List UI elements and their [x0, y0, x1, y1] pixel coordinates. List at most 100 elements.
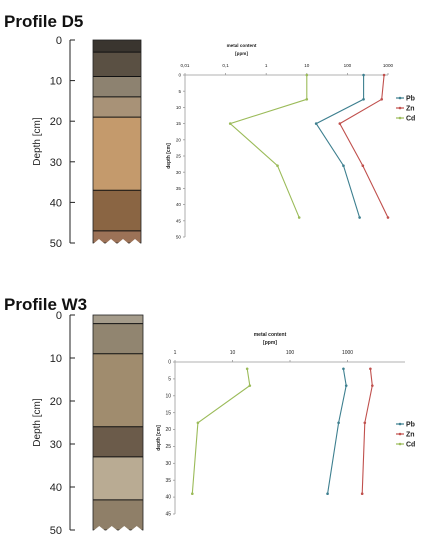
x-tick-label: 0,1 — [222, 63, 229, 68]
soil-layer — [93, 76, 141, 97]
x-tick-label: 1000 — [342, 350, 353, 356]
data-point-cd — [297, 216, 301, 219]
legend-label-pb: Pb — [406, 95, 415, 102]
y-tick-label: 0 — [168, 360, 171, 366]
y-tick-label: 35 — [176, 186, 182, 191]
soil-layer — [93, 52, 141, 77]
y-tick-label: 5 — [178, 89, 181, 94]
data-point-cd — [305, 73, 309, 77]
data-point-pb — [358, 216, 361, 219]
core-tick-label: 10 — [50, 76, 62, 88]
x-axis-title: metal content — [254, 332, 287, 338]
y-tick-label: 40 — [176, 202, 182, 207]
x-tick-label: 10 — [304, 63, 310, 68]
profile-title: Profile W3 — [4, 295, 88, 314]
y-tick-label: 20 — [165, 427, 171, 433]
y-axis-title: depth [cm] — [166, 143, 172, 169]
series-line-cd — [191, 368, 251, 494]
core-tick-label: 30 — [50, 157, 62, 169]
core-tick-label: 40 — [50, 482, 62, 494]
data-point-zn — [382, 73, 386, 77]
soil-layer — [93, 96, 141, 118]
soil-layer — [93, 499, 143, 530]
y-tick-label: 15 — [165, 410, 171, 416]
x-tick-label: 100 — [286, 350, 295, 356]
legend-marker-cd — [398, 442, 402, 446]
data-point-zn — [386, 216, 390, 219]
core-tick-label: 30 — [50, 439, 62, 451]
y-tick-label: 10 — [176, 105, 182, 110]
core-tick-label: 50 — [50, 525, 62, 537]
core-tick-label: 0 — [56, 35, 62, 47]
y-tick-label: 5 — [168, 376, 171, 382]
y-tick-label: 50 — [176, 235, 182, 240]
legend-marker-pb — [398, 422, 402, 426]
soil-layer — [93, 190, 141, 231]
core-tick-label: 20 — [50, 396, 62, 408]
data-point-zn — [361, 164, 365, 168]
data-point-zn — [380, 98, 384, 101]
series-line-pb — [327, 368, 347, 494]
y-axis-title: depth [cm] — [156, 425, 162, 451]
legend-marker-zn — [398, 432, 402, 436]
data-point-zn — [360, 492, 364, 496]
data-point-pb — [344, 384, 348, 387]
core-tick-label: 40 — [50, 197, 62, 209]
core-torn-edge — [93, 526, 143, 536]
soil-layer — [93, 323, 143, 354]
data-point-pb — [362, 73, 365, 77]
y-tick-label: 15 — [176, 121, 182, 126]
core-tick-label: 20 — [50, 116, 62, 128]
data-point-cd — [305, 98, 309, 101]
core-frame — [92, 39, 142, 244]
legend-label-pb: Pb — [406, 421, 415, 428]
data-point-cd — [196, 421, 200, 425]
series-line-zn — [361, 368, 373, 494]
x-tick-label: 1 — [174, 350, 177, 356]
data-point-cd — [248, 384, 252, 387]
legend-label-zn: Zn — [406, 105, 415, 112]
y-tick-label: 25 — [176, 154, 182, 159]
soil-layer — [93, 40, 141, 53]
soil-layer — [93, 230, 141, 243]
core-tick-label: 0 — [56, 310, 62, 322]
x-tick-label: 1 — [265, 63, 268, 68]
y-tick-label: 45 — [176, 218, 182, 223]
profile-title: Profile D5 — [4, 12, 84, 31]
x-tick-label: 0,01 — [181, 63, 190, 68]
data-point-cd — [245, 367, 249, 371]
core-frame — [92, 314, 144, 531]
x-axis-unit: [ppm] — [235, 51, 248, 56]
data-point-zn — [363, 421, 367, 425]
data-point-zn — [371, 384, 374, 387]
series-line-pb — [315, 75, 365, 218]
y-tick-label: 45 — [165, 512, 171, 518]
series-line-cd — [229, 75, 308, 218]
legend-label-cd: Cd — [406, 441, 415, 448]
data-point-pb — [342, 164, 345, 168]
core-tick-label: 50 — [50, 238, 62, 250]
profile-d5-figure: 0 10 20 30 40 50 Depth [cm] metal content [ppm] 0… — [32, 35, 415, 250]
legend-marker-pb — [398, 96, 402, 100]
x-axis-unit: [ppm] — [263, 340, 277, 346]
data-point-zn — [369, 367, 372, 371]
y-tick-label: 35 — [165, 478, 171, 484]
data-point-pb — [362, 98, 365, 101]
legend-marker-zn — [398, 106, 402, 110]
profile-w3: Profile W3 0 10 20 30 40 50 Depth [cm] metal co… — [0, 275, 422, 550]
soil-layer — [93, 456, 143, 500]
x-tick-label: 1000 — [383, 63, 394, 68]
soil-layer — [93, 315, 143, 324]
data-point-pb — [342, 367, 345, 371]
soil-layer — [93, 426, 143, 457]
legend-marker-cd — [398, 116, 402, 120]
profile-d5: Profile D5 0 10 20 30 40 50 Depth [cm] metal co… — [4, 12, 415, 250]
y-tick-label: 30 — [176, 170, 182, 175]
core-depth-axis-label: Depth [cm] — [32, 117, 43, 166]
data-point-cd — [276, 164, 279, 168]
y-tick-label: 30 — [165, 461, 171, 467]
x-axis-title: metal content — [227, 43, 257, 48]
data-point-cd — [191, 492, 194, 496]
core-torn-edge — [93, 239, 141, 249]
